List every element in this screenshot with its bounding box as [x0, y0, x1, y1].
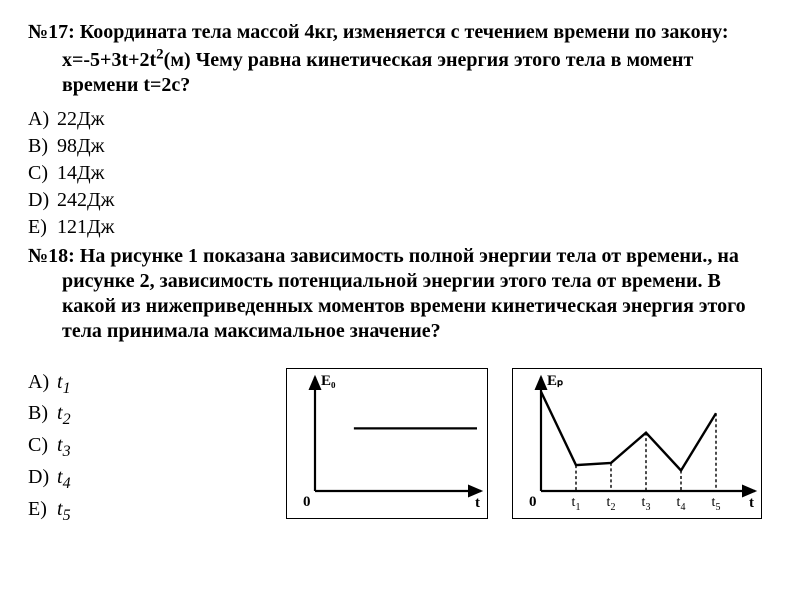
- q18-body: На рисунке 1 показана зависимость полной…: [62, 245, 746, 342]
- q17-number: №17:: [28, 21, 75, 43]
- svg-text:t: t: [475, 495, 480, 511]
- question-18-text: №18: На рисунке 1 показана зависимость п…: [28, 244, 772, 344]
- svg-text:0: 0: [303, 494, 311, 510]
- answer-option: C) 14Дж: [28, 160, 772, 186]
- answer-option: B) 98Дж: [28, 133, 772, 159]
- answer-option: D) 242Дж: [28, 187, 772, 213]
- svg-text:Eₚ: Eₚ: [547, 373, 563, 389]
- answer-option: B) t2: [28, 400, 148, 431]
- chart-1: E₀ t 0: [287, 369, 487, 513]
- svg-text:t: t: [749, 495, 754, 511]
- svg-text:t3: t3: [642, 495, 651, 513]
- q18-answers: A) t1B) t2C) t3D) t4E) t5: [28, 368, 148, 527]
- answer-option: C) t3: [28, 432, 148, 463]
- answer-option: A) t1: [28, 369, 148, 400]
- svg-text:t4: t4: [677, 495, 686, 513]
- question-18: №18: На рисунке 1 показана зависимость п…: [28, 244, 772, 344]
- question-17: №17: Координата тела массой 4кг, изменяе…: [28, 20, 772, 98]
- chart-1-box: E₀ t 0: [286, 368, 488, 519]
- question-17-text: №17: Координата тела массой 4кг, изменяе…: [28, 20, 772, 98]
- bottom-area: A) t1B) t2C) t3D) t4E) t5 E₀ t 0 Eₚ t 0 t1 t2 t…: [28, 368, 772, 527]
- q17-body: Координата тела массой 4кг, изменяется с…: [62, 21, 729, 96]
- q18-number: №18:: [28, 245, 75, 267]
- answer-option: E) 121Дж: [28, 214, 772, 240]
- charts-col: E₀ t 0 Eₚ t 0 t1 t2 t3 t4 t5: [148, 368, 772, 519]
- svg-text:0: 0: [529, 494, 537, 510]
- svg-text:E₀: E₀: [321, 373, 336, 389]
- svg-text:t1: t1: [572, 495, 581, 513]
- svg-text:t2: t2: [607, 495, 616, 513]
- svg-text:t5: t5: [712, 495, 721, 513]
- q17-answers: A) 22ДжB) 98ДжC) 14ДжD) 242ДжE) 121Дж: [28, 106, 772, 240]
- answer-option: A) 22Дж: [28, 106, 772, 132]
- chart-2: Eₚ t 0 t1 t2 t3 t4 t5: [513, 369, 761, 513]
- chart-2-box: Eₚ t 0 t1 t2 t3 t4 t5: [512, 368, 762, 519]
- answer-option: E) t5: [28, 496, 148, 527]
- answer-option: D) t4: [28, 464, 148, 495]
